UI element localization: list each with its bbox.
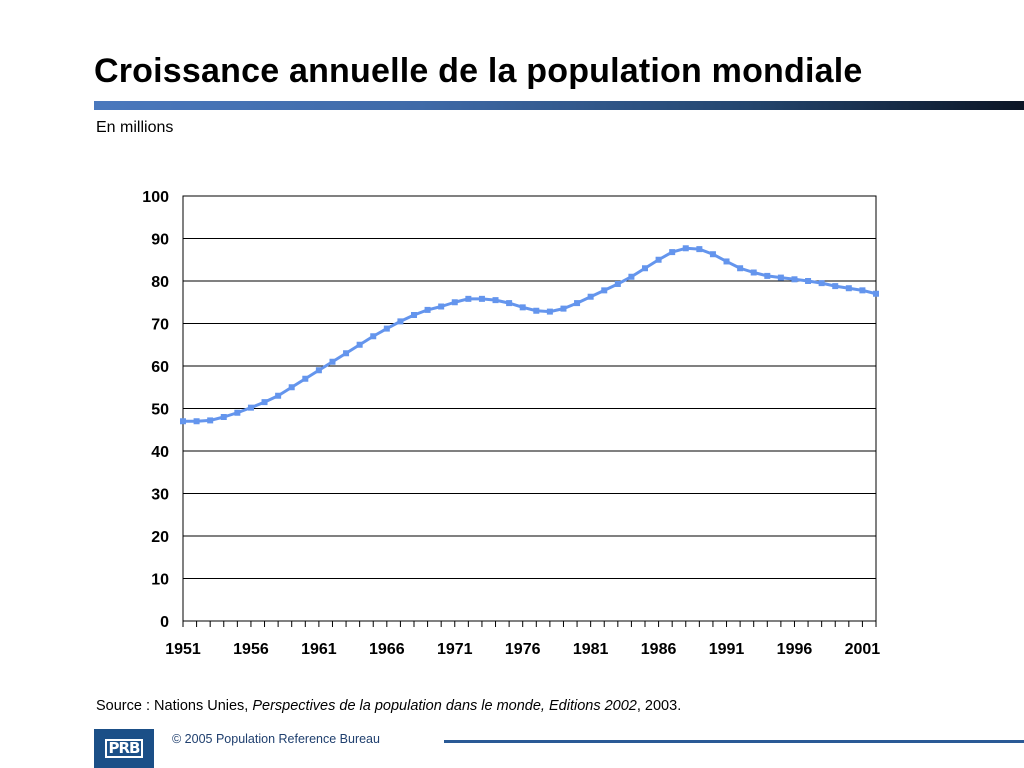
x-tick-label: 1951: [165, 641, 201, 658]
y-tick-label: 70: [151, 317, 169, 334]
data-point: [642, 265, 648, 272]
title-underline-bar: [94, 101, 1024, 110]
copyright-notice: © 2005 Population Reference Bureau: [172, 732, 380, 746]
y-tick-label: 0: [160, 614, 169, 631]
data-point: [777, 274, 784, 281]
data-point: [411, 312, 417, 318]
x-tick-label: 1971: [437, 641, 473, 658]
prb-logo-text: PRB: [104, 739, 144, 758]
x-tick-label: 1966: [369, 641, 405, 658]
data-point: [193, 418, 200, 425]
data-point: [859, 287, 866, 294]
data-point: [764, 272, 771, 279]
y-tick-label: 50: [151, 402, 169, 419]
x-tick-label: 1961: [301, 641, 337, 658]
data-point: [220, 414, 227, 420]
data-point: [247, 404, 254, 411]
data-point: [315, 367, 322, 374]
data-point: [465, 295, 472, 302]
data-point: [519, 304, 526, 311]
data-point: [424, 306, 431, 313]
y-tick-label: 10: [151, 572, 169, 589]
y-tick-label: 90: [151, 232, 169, 249]
data-point: [288, 384, 295, 391]
data-point: [329, 358, 336, 365]
chart-unit-label: En millions: [96, 119, 174, 136]
data-point: [601, 287, 608, 294]
data-point: [682, 245, 689, 252]
x-tick-label: 1996: [777, 641, 813, 658]
data-point: [818, 280, 825, 287]
source-publication-title: Perspectives de la population dans le mo…: [252, 698, 637, 714]
data-point: [750, 269, 757, 276]
data-point: [506, 300, 513, 307]
data-point: [628, 273, 635, 280]
x-tick-label: 2001: [845, 641, 881, 658]
data-point: [234, 409, 241, 416]
prb-logo: PRB: [94, 729, 154, 768]
data-point: [533, 307, 540, 314]
data-point: [873, 290, 879, 297]
data-point: [451, 299, 458, 306]
data-point: [723, 258, 730, 265]
data-point: [737, 265, 744, 272]
y-tick-label: 30: [151, 487, 169, 504]
source-note: Source : Nations Unies, Perspectives de …: [96, 698, 681, 714]
data-point: [845, 285, 852, 292]
data-point: [832, 283, 839, 290]
x-tick-label: 1991: [709, 641, 745, 658]
x-tick-label: 1986: [641, 641, 677, 658]
source-prefix: Source : Nations Unies,: [96, 698, 253, 714]
y-tick-label: 100: [142, 189, 169, 206]
data-point: [478, 295, 485, 302]
source-suffix: , 2003.: [636, 698, 682, 714]
data-point: [383, 325, 390, 332]
data-point: [275, 392, 282, 399]
x-tick-label: 1981: [573, 641, 609, 658]
data-point: [207, 417, 214, 424]
data-point: [791, 276, 798, 283]
data-point: [370, 333, 377, 340]
data-point: [560, 305, 567, 312]
data-point: [696, 246, 703, 253]
y-tick-label: 80: [151, 274, 169, 291]
data-point: [492, 297, 499, 304]
data-point: [180, 418, 186, 425]
data-point: [343, 350, 350, 357]
data-point: [669, 249, 676, 256]
x-tick-label: 1976: [505, 641, 541, 658]
series-line: [183, 246, 877, 423]
data-point: [709, 251, 716, 258]
y-tick-label: 40: [151, 444, 169, 461]
data-point: [614, 280, 621, 287]
data-point: [397, 318, 404, 325]
data-point: [302, 375, 309, 382]
slide-title: Croissance annuelle de la population mon…: [94, 52, 863, 90]
x-tick-label: 1956: [233, 641, 269, 658]
y-tick-label: 60: [151, 359, 169, 376]
y-tick-label: 20: [151, 529, 169, 546]
data-point: [805, 278, 812, 284]
data-point: [574, 300, 581, 307]
data-point: [587, 293, 594, 300]
footer-line: [444, 740, 1024, 743]
data-point: [438, 303, 445, 310]
data-point: [261, 399, 268, 406]
data-point: [655, 256, 662, 263]
data-point: [546, 308, 553, 315]
plot-frame: [182, 195, 877, 622]
data-point: [356, 341, 363, 348]
